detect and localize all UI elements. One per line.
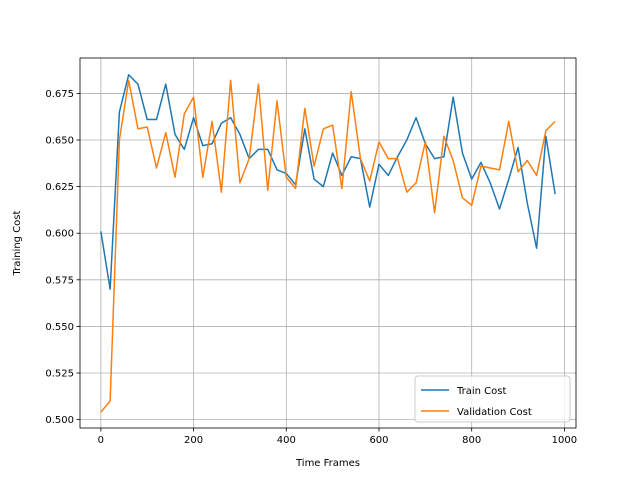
plot-frame: [79, 57, 577, 429]
legend-box: [414, 375, 571, 423]
x-tick-label: 0: [98, 435, 104, 446]
series-layer: [100, 74, 556, 413]
y-tick-label: 0.675: [45, 89, 74, 100]
y-tick-label: 0.550: [45, 322, 74, 333]
legend-label: Validation Cost: [457, 407, 532, 418]
x-tick-label: 1000: [552, 435, 577, 446]
x-tick-label: 800: [462, 435, 481, 446]
series-line-validation-cost: [100, 79, 556, 413]
grid-lines: [80, 58, 576, 428]
series-line-train-cost: [100, 74, 556, 290]
legend: Train Cost Validation Cost: [414, 375, 571, 423]
x-axis-label: Time Frames: [295, 458, 360, 469]
y-axis: 0.500 0.525 0.550 0.575 0.600 0.625 0.650 0.675: [45, 89, 80, 426]
y-axis-label: Training Cost: [12, 210, 23, 276]
x-tick-label: 400: [277, 435, 296, 446]
legend-label: Train Cost: [456, 386, 506, 397]
x-axis: 0 200 400 600 800 1000: [98, 428, 577, 446]
x-tick-label: 200: [184, 435, 203, 446]
y-tick-label: 0.650: [45, 136, 74, 147]
y-tick-label: 0.625: [45, 182, 74, 193]
y-tick-label: 0.500: [45, 415, 74, 426]
y-tick-label: 0.575: [45, 275, 74, 286]
y-tick-label: 0.600: [45, 229, 74, 240]
x-tick-label: 600: [369, 435, 388, 446]
y-tick-label: 0.525: [45, 369, 74, 380]
